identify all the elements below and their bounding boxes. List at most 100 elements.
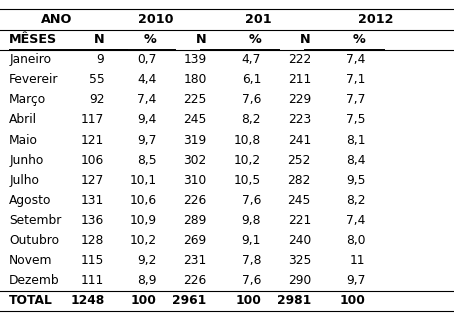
Text: 7,4: 7,4 [346,214,365,227]
Text: 222: 222 [288,53,311,66]
Text: N: N [94,33,104,46]
Text: 131: 131 [81,194,104,207]
Text: 10,2: 10,2 [129,234,157,247]
Text: Julho: Julho [9,174,39,187]
Text: 7,6: 7,6 [242,274,261,287]
Text: 9,4: 9,4 [137,113,157,127]
Text: 6,1: 6,1 [242,73,261,86]
Text: 290: 290 [288,274,311,287]
Text: 221: 221 [288,214,311,227]
Text: 10,6: 10,6 [129,194,157,207]
Text: 8,2: 8,2 [242,113,261,127]
Text: 55: 55 [89,73,104,86]
Text: 10,8: 10,8 [234,133,261,147]
Text: TOTAL: TOTAL [9,294,53,307]
Text: %: % [144,33,157,46]
Text: 8,1: 8,1 [346,133,365,147]
Text: 180: 180 [183,73,207,86]
Text: Outubro: Outubro [9,234,59,247]
Text: 111: 111 [81,274,104,287]
Text: Maio: Maio [9,133,38,147]
Text: 8,0: 8,0 [346,234,365,247]
Text: 9,1: 9,1 [242,234,261,247]
Text: 8,5: 8,5 [137,154,157,167]
Text: 245: 245 [288,194,311,207]
Text: 229: 229 [288,93,311,106]
Text: 106: 106 [81,154,104,167]
Text: 7,8: 7,8 [242,254,261,267]
Text: Junho: Junho [9,154,44,167]
Text: 127: 127 [81,174,104,187]
Text: 9: 9 [97,53,104,66]
Text: 4,7: 4,7 [242,53,261,66]
Text: 9,7: 9,7 [137,133,157,147]
Text: 1248: 1248 [70,294,104,307]
Text: 240: 240 [288,234,311,247]
Text: Novem: Novem [9,254,53,267]
Text: 7,5: 7,5 [346,113,365,127]
Text: 8,4: 8,4 [346,154,365,167]
Text: 310: 310 [183,174,207,187]
Text: 121: 121 [81,133,104,147]
Text: 4,4: 4,4 [137,73,157,86]
Text: 8,2: 8,2 [346,194,365,207]
Text: 211: 211 [288,73,311,86]
Text: %: % [248,33,261,46]
Text: Março: Março [9,93,46,106]
Text: Agosto: Agosto [9,194,52,207]
Text: 7,6: 7,6 [242,93,261,106]
Text: Fevereir: Fevereir [9,73,59,86]
Text: 2961: 2961 [173,294,207,307]
Text: 115: 115 [81,254,104,267]
Text: 10,9: 10,9 [129,214,157,227]
Text: 0,7: 0,7 [137,53,157,66]
Text: 128: 128 [81,234,104,247]
Text: 10,1: 10,1 [129,174,157,187]
Text: N: N [196,33,207,46]
Text: 252: 252 [288,154,311,167]
Text: 92: 92 [89,93,104,106]
Text: Janeiro: Janeiro [9,53,51,66]
Text: Abril: Abril [9,113,37,127]
Text: %: % [353,33,365,46]
Text: 10,5: 10,5 [234,174,261,187]
Text: 241: 241 [288,133,311,147]
Text: 9,8: 9,8 [242,214,261,227]
Text: 245: 245 [183,113,207,127]
Text: 282: 282 [288,174,311,187]
Text: 2012: 2012 [358,13,394,26]
Text: 100: 100 [340,294,365,307]
Text: 269: 269 [183,234,207,247]
Text: 7,6: 7,6 [242,194,261,207]
Text: MÊSES: MÊSES [9,33,57,46]
Text: 9,7: 9,7 [346,274,365,287]
Text: 231: 231 [183,254,207,267]
Text: 325: 325 [288,254,311,267]
Text: 7,7: 7,7 [346,93,365,106]
Text: 226: 226 [183,194,207,207]
Text: 2010: 2010 [138,13,173,26]
Text: 289: 289 [183,214,207,227]
Text: 223: 223 [288,113,311,127]
Text: 225: 225 [183,93,207,106]
Text: Setembr: Setembr [9,214,61,227]
Text: 11: 11 [350,254,365,267]
Text: 302: 302 [183,154,207,167]
Text: 9,2: 9,2 [137,254,157,267]
Text: 100: 100 [235,294,261,307]
Text: 139: 139 [183,53,207,66]
Text: N: N [301,33,311,46]
Text: 117: 117 [81,113,104,127]
Text: 8,9: 8,9 [137,274,157,287]
Text: 9,5: 9,5 [346,174,365,187]
Text: 201: 201 [246,13,272,26]
Text: 2981: 2981 [277,294,311,307]
Text: 319: 319 [183,133,207,147]
Text: 7,1: 7,1 [346,73,365,86]
Text: ANO: ANO [41,13,73,26]
Text: 226: 226 [183,274,207,287]
Text: 100: 100 [131,294,157,307]
Text: 7,4: 7,4 [137,93,157,106]
Text: 136: 136 [81,214,104,227]
Text: 10,2: 10,2 [234,154,261,167]
